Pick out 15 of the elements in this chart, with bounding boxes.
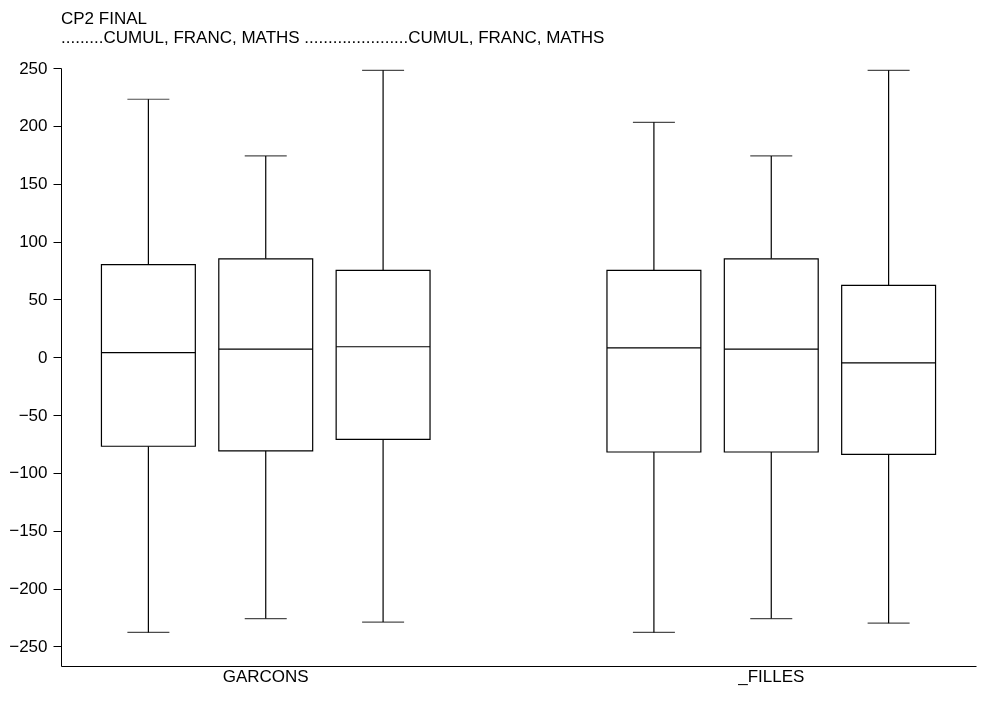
y-tick-label: −100 [9,463,48,483]
x-tick-label: GARCONS [222,666,309,686]
chart-title: CP2 FINAL [61,9,147,28]
y-tick-label: 200 [19,116,48,136]
y-tick-label: 250 [19,58,48,78]
y-tick-label: 0 [38,347,48,367]
y-tick-label: −250 [9,636,48,656]
y-tick-label: 100 [19,232,48,251]
x-tick-label: _FILLES [737,666,805,686]
y-tick-label: 50 [28,289,48,309]
y-tick-label: −50 [18,405,48,425]
y-tick-label: −150 [9,521,48,541]
y-tick-label: 150 [19,174,48,194]
y-tick-label: −200 [9,579,48,598]
chart-subtitle: .........CUMUL, FRANC, MATHS ......................CUMUL, FRANC, MATHS [61,28,605,47]
